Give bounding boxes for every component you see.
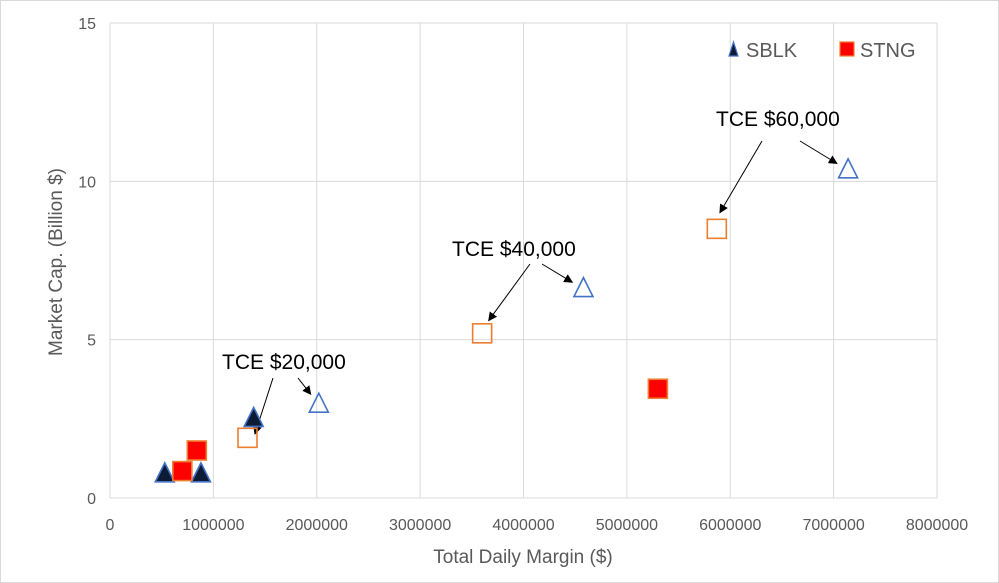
sblk-tce-point	[837, 157, 859, 179]
annotation-tce-20000: TCE $20,000	[222, 351, 346, 374]
x-tick-label: 5000000	[596, 517, 658, 534]
annotation-arrow	[541, 263, 574, 283]
stng-data-point	[647, 378, 669, 400]
legend-sblk-label: SBLK	[746, 40, 798, 62]
sblk-data-point	[153, 461, 176, 483]
annotation-arrow	[799, 140, 838, 164]
annotation-arrow	[297, 377, 312, 396]
x-tick-label: 8000000	[906, 517, 968, 534]
sblk-tce-point	[572, 275, 595, 298]
stng-data-point	[172, 460, 193, 482]
legend: SBLK STNG	[728, 40, 916, 62]
legend-sblk-marker	[728, 40, 739, 57]
stng-tce-point	[471, 323, 493, 344]
x-tick-label: 7000000	[802, 517, 864, 534]
y-axis-title: Market Cap. (Billion $)	[46, 168, 67, 356]
x-tick-label: 6000000	[699, 517, 761, 534]
annotation-tce-60000: TCE $60,000	[716, 108, 840, 131]
y-tick-label: 0	[87, 491, 96, 508]
sblk-tce-point	[308, 391, 330, 413]
x-tick-label: 0	[106, 517, 115, 534]
stng-data-point	[186, 440, 208, 461]
y-tick-label: 15	[78, 16, 96, 33]
x-tick-label: 2000000	[286, 517, 348, 534]
y-tick-label: 10	[78, 174, 96, 191]
annotation-arrow	[488, 263, 531, 322]
sblk-data-point	[242, 405, 265, 428]
annotation-arrow	[719, 140, 763, 214]
x-tick-label: 1000000	[182, 517, 244, 534]
x-tick-label: 4000000	[492, 517, 554, 534]
legend-stng-label: STNG	[860, 40, 916, 62]
annotations: TCE $20,000 TCE $40,000 TCE $60,000	[222, 108, 840, 435]
legend-stng-marker	[839, 41, 855, 57]
axis-ticks: 0 1000000 2000000 3000000 4000000 5000000 6000…	[78, 16, 968, 534]
stng-tce-point	[237, 427, 258, 449]
gridlines	[109, 22, 938, 499]
stng-tce-point	[706, 218, 728, 240]
x-axis-title: Total Daily Margin ($)	[433, 547, 613, 568]
y-tick-label: 5	[87, 333, 96, 350]
data-points	[153, 157, 859, 483]
sblk-data-point	[190, 461, 212, 483]
annotation-tce-40000: TCE $40,000	[452, 238, 576, 261]
x-tick-label: 3000000	[389, 517, 451, 534]
